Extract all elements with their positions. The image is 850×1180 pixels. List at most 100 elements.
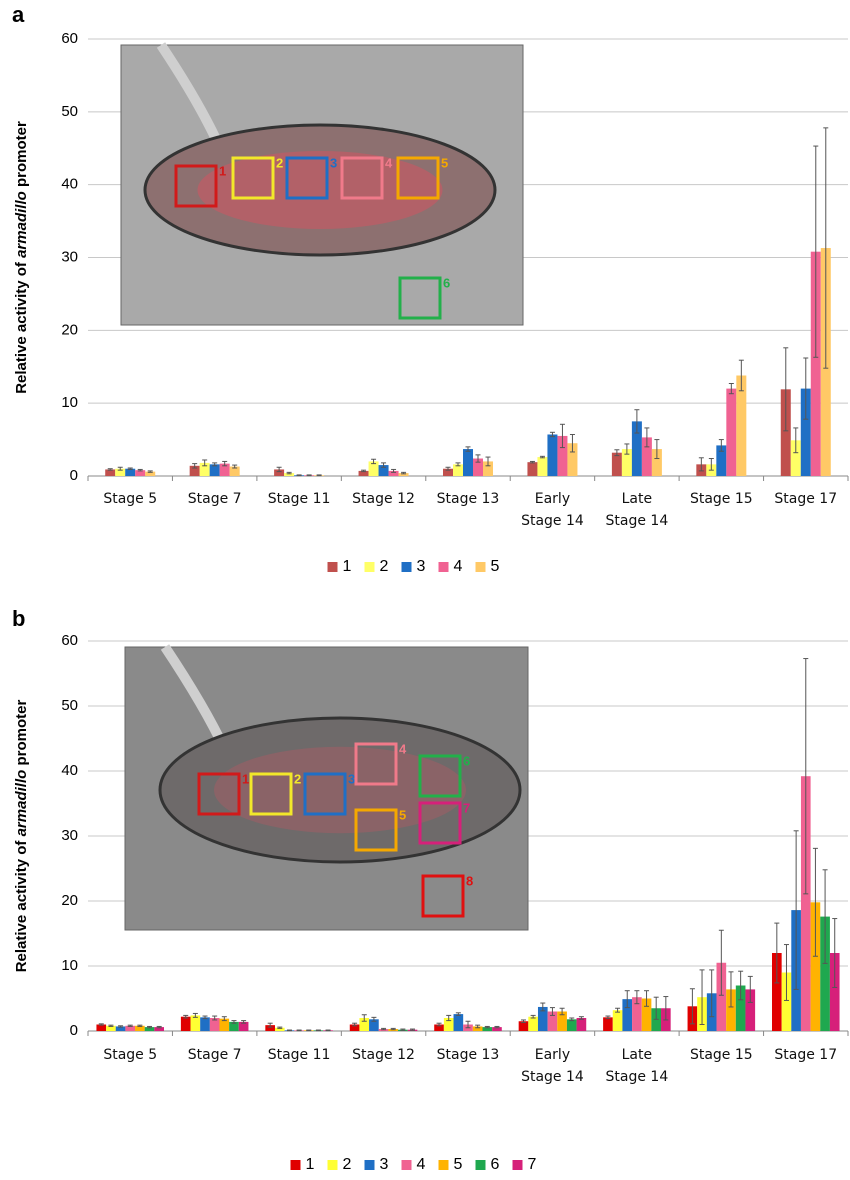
x-tick-label-box: Stage 17 [764,488,848,538]
inset-region-label: 8 [466,873,473,888]
inset-region-label: 2 [294,771,301,786]
inset-region-label: 6 [463,753,470,768]
error-bar [287,1030,292,1031]
x-tick-label-box: Late Stage 14 [595,1044,679,1094]
error-bar [306,1030,311,1031]
inset-region-label: 1 [242,771,249,786]
error-bar [316,1030,321,1031]
x-tick-label-box: Stage 7 [172,1044,256,1094]
x-tick-label: Stage 12 [347,488,421,510]
x-tick-label-box: Stage 13 [426,1044,510,1094]
x-tick-label: Stage 5 [93,1044,167,1066]
bar [547,434,557,476]
x-tick-label-box: Stage 12 [341,1044,425,1094]
bar [454,1014,464,1031]
inset-region-label: 5 [441,155,448,170]
y-tick-label: 50 [61,697,78,714]
x-tick-label: Stage 17 [769,1044,843,1066]
legend-swatch [328,562,338,572]
y-tick-label: 50 [61,103,78,120]
x-tick-label-box: Stage 5 [88,1044,172,1094]
x-tick-label: Early Stage 14 [515,488,589,532]
bar [527,462,537,476]
y-tick-label: 20 [61,892,78,909]
x-tick-label: Stage 11 [262,488,336,510]
x-tick-label: Stage 13 [431,488,505,510]
x-tick-label-box: Stage 11 [257,488,341,538]
legend-label: 2 [380,558,389,575]
error-bar [307,475,312,476]
x-tick-label: Stage 5 [93,488,167,510]
legend-label: 3 [380,1156,389,1173]
x-tick-label-box: Stage 15 [679,488,763,538]
y-axis-label-part: Relative activity of [13,258,30,394]
x-tick-label: Stage 7 [178,1044,252,1066]
y-axis-label: Relative activity of armadillo promoter [13,121,30,394]
bar [612,453,622,476]
x-tick-label: Stage 17 [769,488,843,510]
y-axis-label-part: promoter [13,700,30,770]
legend-swatch [476,1160,486,1170]
y-axis-label-part: armadillo [13,770,30,837]
legend-label: 6 [491,1156,500,1173]
y-tick-label: 30 [61,827,78,844]
inset-region-label: 4 [399,741,407,756]
inset-region-label: 6 [443,275,450,290]
x-tick-label: Late Stage 14 [600,1044,674,1088]
x-tick-label: Stage 7 [178,488,252,510]
legend-swatch [439,1160,449,1170]
error-bar [317,475,322,476]
x-tick-label: Late Stage 14 [600,488,674,532]
x-tick-label-box: Early Stage 14 [510,1044,594,1094]
error-bar [326,1030,331,1031]
panel-label: b [12,606,25,631]
bar [603,1017,613,1031]
error-bar [297,475,302,476]
y-tick-label: 40 [61,762,78,779]
bar [200,1017,210,1031]
x-tick-label-box: Stage 11 [257,1044,341,1094]
x-tick-label: Stage 12 [347,1044,421,1066]
bar [613,1010,623,1031]
y-tick-label: 20 [61,321,78,338]
y-tick-label: 10 [61,957,78,974]
legend-swatch [402,562,412,572]
x-tick-label-box: Stage 5 [88,488,172,538]
inset-region-label: 2 [276,155,283,170]
x-tick-label-box: Stage 13 [426,488,510,538]
x-tick-label: Stage 15 [684,1044,758,1066]
bar [181,1017,191,1031]
figure: a Relative activity of armadillo promoter… [0,0,850,1175]
error-bar [297,1030,302,1031]
inset-region-label: 3 [330,155,337,170]
inset-region-label: 1 [219,163,226,178]
x-tick-label: Stage 13 [431,1044,505,1066]
legend-label: 1 [343,558,352,575]
y-tick-label: 0 [70,1022,78,1039]
legend-label: 4 [417,1156,426,1173]
y-tick-label: 60 [61,632,78,649]
x-tick-label-box: Stage 17 [764,1044,848,1094]
bar [577,1018,587,1031]
bar [528,1017,538,1031]
page: a Relative activity of armadillo promoter… [0,0,850,1180]
bar [726,389,736,476]
legend-swatch [439,562,449,572]
y-tick-label: 0 [70,467,78,484]
legend-label: 2 [343,1156,352,1173]
y-axis-label-part: armadillo [13,191,30,258]
y-axis-label: Relative activity of armadillo promoter [13,700,30,973]
legend-label: 5 [491,558,500,575]
bar [463,449,473,476]
inset-region-label: 3 [348,771,355,786]
bar [537,457,547,476]
legend-label: 5 [454,1156,463,1173]
y-axis-label-part: Relative activity of [13,836,30,972]
legend-label: 1 [306,1156,315,1173]
legend-swatch [476,562,486,572]
legend-swatch [402,1160,412,1170]
y-tick-label: 10 [61,394,78,411]
panel-label: a [12,2,25,27]
legend-label: 3 [417,558,426,575]
x-tick-label-box: Stage 7 [172,488,256,538]
